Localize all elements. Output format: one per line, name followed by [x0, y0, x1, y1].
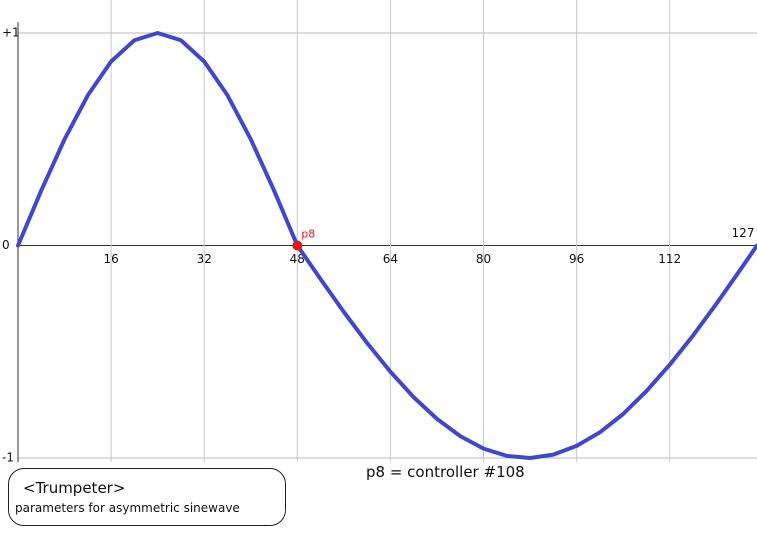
line: [16, 31, 757, 460]
x-tick-label: 80: [476, 252, 491, 266]
x-tick-label: 64: [383, 252, 398, 266]
marker-point: [292, 240, 303, 251]
box-title: <Trumpeter>: [23, 479, 126, 497]
marker-label: p8: [301, 228, 315, 241]
x-tick-label: 48: [290, 252, 305, 266]
x-tick-label: 96: [569, 252, 584, 266]
x-tick-label: 16: [103, 252, 118, 266]
y-tick-label: +1: [2, 26, 20, 40]
y-tick-label: -1: [2, 451, 14, 465]
y-tick-label: 0: [2, 238, 10, 252]
info-box: <Trumpeter> parameters for asymmetric si…: [8, 468, 286, 526]
box-subtitle: parameters for asymmetric sinewave: [15, 501, 240, 515]
x-tick-label: 32: [197, 252, 212, 266]
x-tick-label: 127: [732, 226, 755, 240]
x-tick-label: 112: [658, 252, 681, 266]
annotation: p8 = controller #108: [366, 463, 525, 481]
